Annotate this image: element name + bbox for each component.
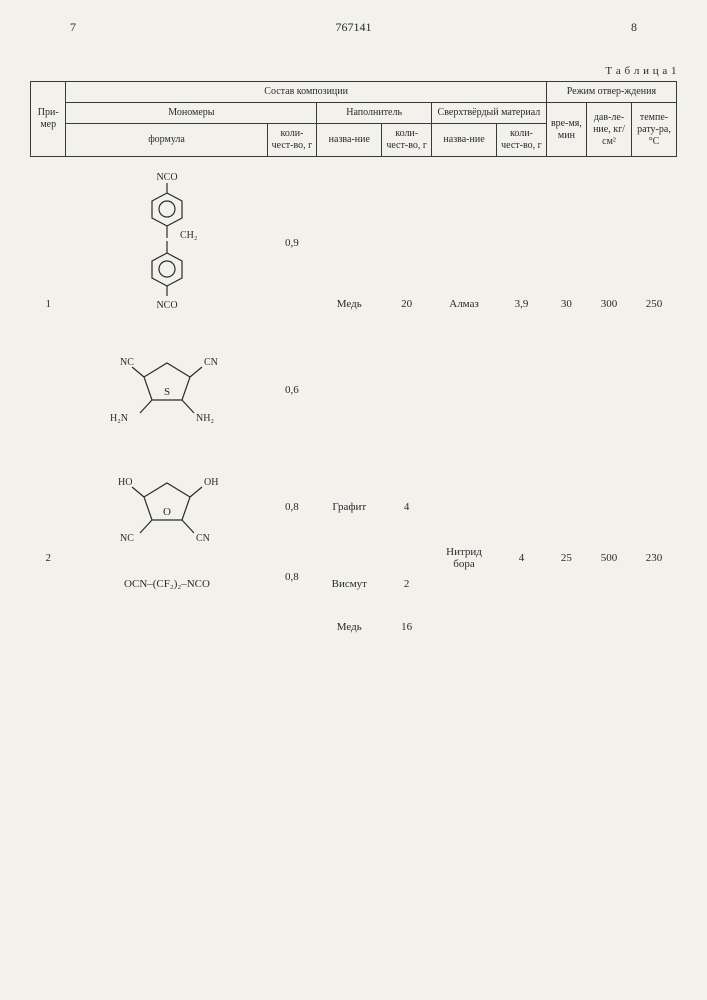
monomer-qty: 0,8 — [267, 563, 317, 665]
svg-text:CN: CN — [204, 357, 218, 368]
col-composition: Состав композиции — [66, 82, 546, 103]
monomer-qty: 0,6 — [267, 329, 317, 451]
svg-text:O: O — [163, 506, 171, 518]
col-monomer-qty: коли-чест-во, г — [267, 124, 317, 157]
col-hard-name: назва-ние — [432, 124, 497, 157]
hard-name: Алмаз — [432, 157, 497, 452]
col-hard-qty: коли-чест-во, г — [497, 124, 547, 157]
formula-cell: OCN–(CF₂)₂–NCO — [66, 563, 267, 665]
svg-text:CN: CN — [196, 533, 210, 544]
svg-text:H₂N: H₂N — [110, 413, 128, 424]
cure-time: 30 — [546, 157, 586, 452]
cure-time: 25 — [546, 451, 586, 665]
svg-text:NC: NC — [120, 533, 134, 544]
col-superhard: Сверхтвёрдый материал — [432, 103, 547, 124]
filler-name: Медь — [317, 606, 382, 649]
cure-pressure: 300 — [587, 157, 632, 452]
svg-text:NCO: NCO — [156, 172, 177, 183]
example-num: 2 — [31, 451, 66, 665]
filler-name: Графит — [317, 451, 382, 563]
composition-table: При-мер Состав композиции Режим отвер-жд… — [30, 81, 677, 665]
col-filler: Наполнитель — [317, 103, 432, 124]
col-filler-name: назва-ние — [317, 124, 382, 157]
chem-structure-icon: S NC H₂N CN NH₂ — [92, 345, 242, 435]
table-row: 1 NCO CH₂ — [31, 157, 677, 330]
svg-text:NC: NC — [120, 357, 134, 368]
hard-qty: 3,9 — [497, 157, 547, 452]
hard-name: Нитрид бора — [432, 451, 497, 665]
col-filler-qty: коли-чест-во, г — [382, 124, 432, 157]
svg-text:HO: HO — [118, 477, 132, 488]
filler-name: Висмут — [317, 563, 382, 606]
page-num-left: 7 — [70, 20, 76, 35]
svg-text:OCN–(CF₂)₂–NCO: OCN–(CF₂)₂–NCO — [124, 578, 210, 590]
chem-structure-icon: OCN–(CF₂)₂–NCO — [87, 569, 247, 599]
monomer-qty: 0,8 — [267, 451, 317, 563]
filler-name — [317, 648, 382, 665]
svg-text:CH₂: CH₂ — [180, 230, 197, 241]
formula-cell: O HO NC OH CN — [66, 451, 267, 563]
filler-name: Медь — [317, 157, 382, 452]
table-caption: Т а б л и ц а 1 — [30, 65, 677, 77]
filler-qty: 4 — [382, 451, 432, 563]
col-formula: формула — [66, 124, 267, 157]
svg-text:OH: OH — [204, 477, 218, 488]
col-temp: темпе-рату-ра, °С — [631, 103, 676, 157]
svg-text:NH₂: NH₂ — [196, 413, 214, 424]
filler-qty: 2 — [382, 563, 432, 606]
col-cure-mode: Режим отвер-ждения — [546, 82, 676, 103]
example-num: 1 — [31, 157, 66, 452]
col-monomers: Мономеры — [66, 103, 317, 124]
monomer-qty: 0,9 — [267, 157, 317, 330]
patent-number: 767141 — [336, 20, 372, 35]
chem-structure-icon: O HO NC OH CN — [92, 465, 242, 550]
col-pressure: дав-ле-ние, кг/см² — [587, 103, 632, 157]
col-time: вре-мя, мин — [546, 103, 586, 157]
chem-structure-icon: NCO CH₂ NCO — [102, 168, 232, 318]
cure-temp: 250 — [631, 157, 676, 452]
filler-qty: 16 — [382, 606, 432, 649]
formula-cell: S NC H₂N CN NH₂ — [66, 329, 267, 451]
page-num-right: 8 — [631, 20, 637, 35]
filler-qty — [382, 648, 432, 665]
page-header: 7 767141 8 — [70, 20, 637, 35]
svg-text:NCO: NCO — [156, 300, 177, 311]
cure-temp: 230 — [631, 451, 676, 665]
hard-qty: 4 — [497, 451, 547, 665]
cure-pressure: 500 — [587, 451, 632, 665]
svg-text:S: S — [163, 386, 169, 398]
table-row: 2 O HO NC OH CN — [31, 451, 677, 563]
formula-cell: NCO CH₂ NCO — [66, 157, 267, 330]
filler-qty: 20 — [382, 157, 432, 452]
col-example: При-мер — [31, 82, 66, 157]
